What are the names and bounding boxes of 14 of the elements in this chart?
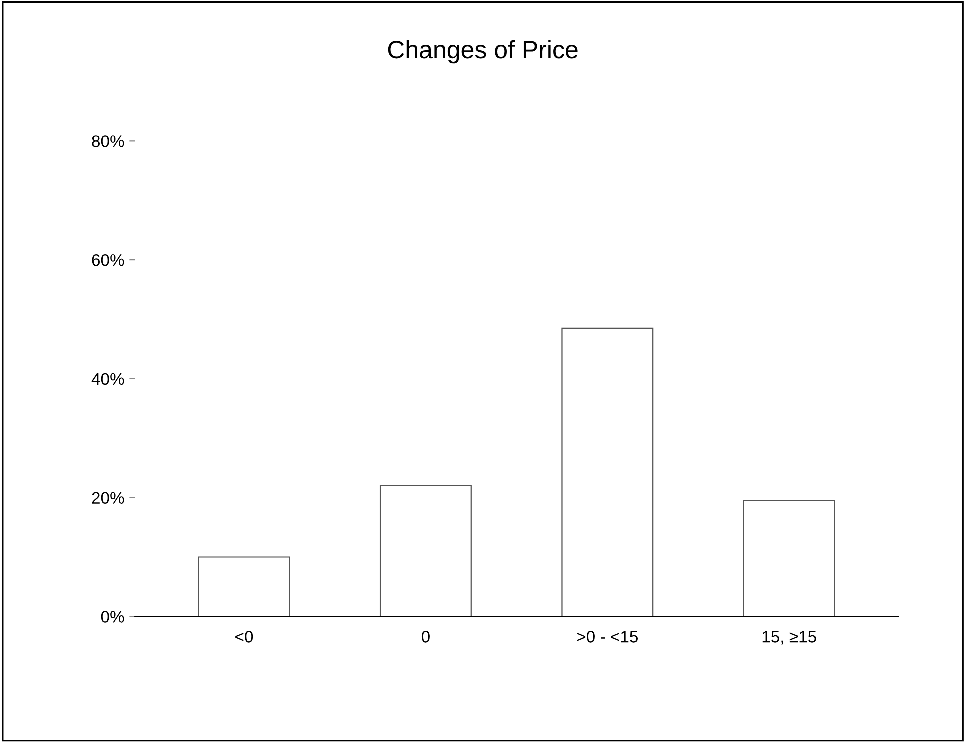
- x-tick-label: <0: [236, 631, 254, 643]
- x-tick-label: 15, ≥15: [762, 631, 816, 645]
- y-tick-label: 40%: [92, 373, 124, 386]
- y-tick-label: 80%: [92, 136, 124, 148]
- chart-title: Changes of Price: [388, 40, 578, 64]
- bar: [562, 328, 654, 617]
- bar: [198, 556, 290, 617]
- y-tick-label: 60%: [92, 254, 124, 266]
- y-tick-label: 0%: [101, 611, 124, 623]
- x-tick-label: >0 - <15: [577, 631, 638, 643]
- bar: [743, 500, 836, 617]
- y-tick-label: 20%: [92, 492, 124, 504]
- bar: [380, 485, 472, 617]
- x-tick-label: 0: [422, 631, 430, 643]
